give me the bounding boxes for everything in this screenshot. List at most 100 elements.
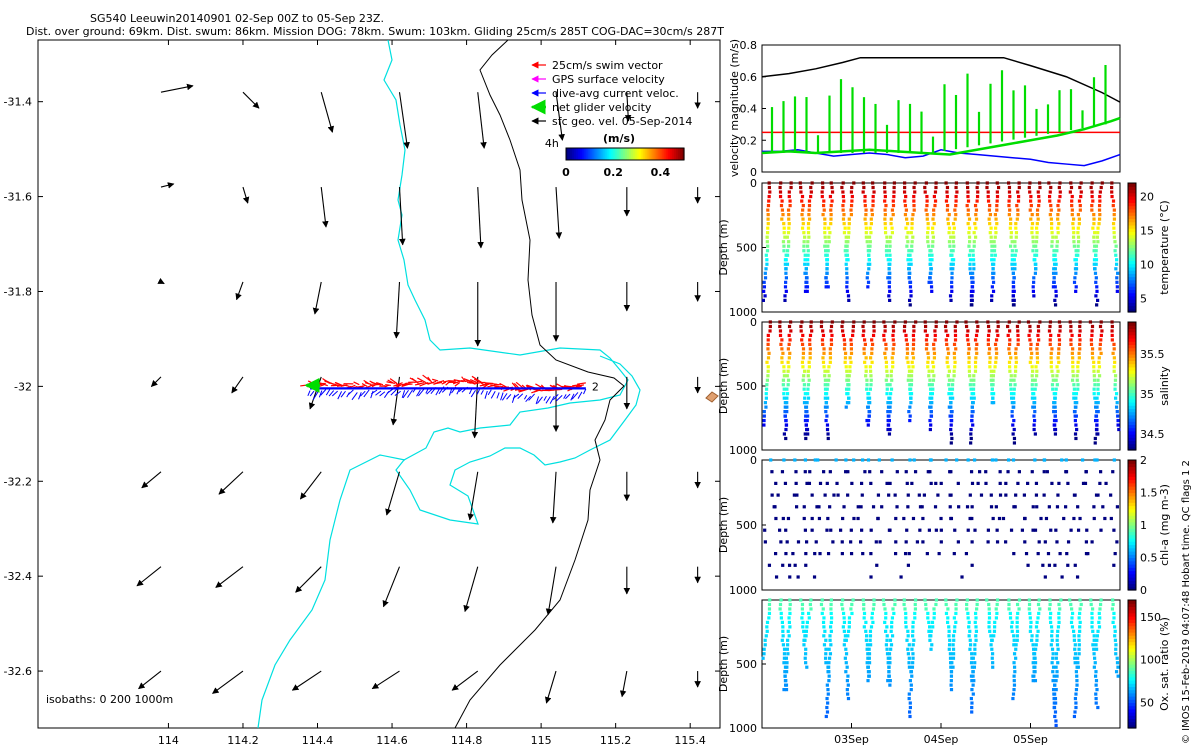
salinity-point [971, 401, 975, 405]
colorbar-cell [674, 148, 677, 160]
legend-label: 25cm/s swim vector [552, 59, 663, 72]
temperature-point [929, 267, 933, 271]
oxygen-point [840, 602, 844, 607]
dac-vector [331, 390, 338, 397]
salinity-point [911, 347, 916, 351]
colorbar-cell [601, 148, 604, 160]
temperature-point [951, 262, 955, 266]
chla-colorbar-cell [1128, 502, 1136, 507]
chla-point [869, 575, 873, 579]
oxygen-point [911, 656, 915, 660]
temperature-point [849, 203, 854, 208]
salinity-point [785, 387, 789, 391]
salinity-point [1057, 351, 1061, 355]
temperature-point [926, 222, 930, 226]
temperature-point [863, 194, 867, 199]
temperature-point [989, 226, 993, 230]
salinity-point [865, 418, 869, 423]
temperature-point [849, 213, 853, 217]
chla-point [1062, 516, 1066, 521]
colorbar-cell [585, 148, 589, 160]
salinity-point [1056, 356, 1060, 360]
chla-colorbar-cell [1128, 512, 1136, 516]
temperature-point [843, 249, 847, 253]
salinity-colorbar-cell [1128, 414, 1136, 419]
salinity-point [885, 387, 889, 391]
salinity-point [1057, 360, 1061, 364]
temperature-point [905, 222, 910, 226]
salinity-point [867, 414, 871, 418]
temperature-point [846, 240, 850, 244]
temperature-point [782, 249, 786, 253]
temperature-point [928, 271, 932, 275]
temperature-point [1095, 235, 1099, 239]
temperature-point [825, 253, 829, 257]
temperature-point [1077, 199, 1082, 203]
oxygen-point [762, 652, 766, 656]
temperature-point [972, 262, 976, 266]
salinity-point [887, 432, 892, 436]
chla-point [831, 540, 835, 544]
temperature-point [783, 298, 787, 302]
chla-point [949, 470, 953, 474]
oxygen-point [804, 634, 808, 638]
chla-colorbar-cell [1128, 557, 1136, 562]
temperature-point [1035, 213, 1040, 217]
oxygen-point [927, 620, 931, 624]
temperature-point [1017, 181, 1021, 185]
temperature-point [872, 190, 876, 194]
temperature-point [870, 208, 874, 212]
chla-point [925, 552, 929, 556]
temperature-point [972, 231, 976, 235]
salinity-point [827, 374, 831, 378]
chla-point [989, 505, 994, 509]
oxygen-point [907, 692, 911, 696]
temperature-point [844, 262, 848, 266]
temperature-point [1030, 226, 1034, 230]
salinity-point [933, 338, 937, 342]
temperature-point [1069, 185, 1074, 190]
salinity-point [955, 320, 959, 324]
temperature-point [1070, 199, 1074, 203]
chla-colorbar-tick: 1 [1140, 519, 1147, 532]
dac-vector [583, 388, 587, 395]
salinity-point [841, 320, 845, 324]
salinity-point [1094, 414, 1099, 418]
salinity-point [987, 329, 991, 333]
temperature-point [1050, 244, 1054, 248]
salinity-point [1016, 333, 1020, 338]
oxygen-point [1056, 647, 1060, 651]
salinity-point [950, 383, 955, 387]
chla-point [949, 493, 953, 497]
swim-vector [575, 384, 584, 387]
temperature-point [802, 231, 806, 235]
salinity-point [1012, 441, 1017, 445]
temperature-point [911, 213, 915, 217]
salinity-point [870, 338, 874, 342]
oxygen-colorbar-cell [1128, 724, 1136, 729]
chla-point [917, 493, 921, 497]
oxygen-point [893, 598, 897, 602]
salinity-point [970, 414, 974, 418]
temperature-point [944, 199, 949, 203]
salinity-point [986, 342, 990, 346]
chla-point [948, 505, 952, 509]
temperature-point [762, 289, 766, 293]
temperature-point [825, 267, 829, 271]
temperature-point [883, 190, 887, 194]
temperature-point [1017, 185, 1021, 190]
temperature-point [788, 199, 792, 203]
salinity-point [787, 333, 791, 338]
oxygen-point [780, 638, 784, 642]
chla-point [990, 458, 995, 462]
salinity-point [802, 387, 806, 391]
temperature-point [762, 280, 766, 284]
chla-colorbar-label: chl-a (mg m-3) [1158, 484, 1171, 566]
temperature-point [1048, 199, 1052, 203]
oxygen-point [786, 643, 790, 647]
temperature-point [807, 213, 811, 217]
salinity-ylabel: Depth (m) [717, 358, 730, 414]
colorbar-cell [662, 148, 665, 160]
oxygen-point [934, 598, 939, 602]
oxygen-point [824, 714, 828, 719]
